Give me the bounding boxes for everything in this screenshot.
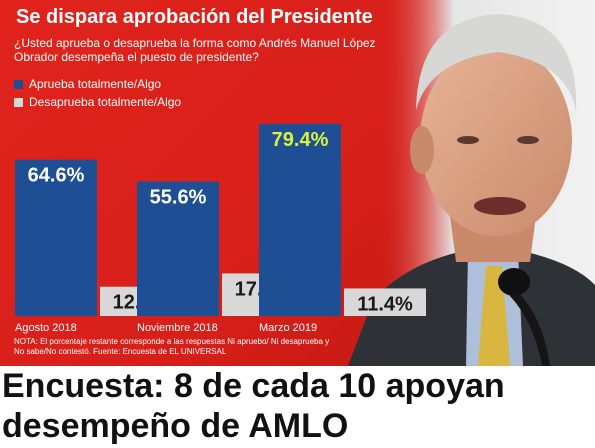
legend-label-approve: Aprueba totalmente/Algo xyxy=(29,77,162,91)
legend-item-approve: Aprueba totalmente/Algo xyxy=(14,77,161,91)
legend-swatch-disapprove xyxy=(14,97,23,107)
data-label-approve: 64.6% xyxy=(28,165,85,187)
chart-note: NOTA: El porcentaje restante corresponde… xyxy=(14,337,330,356)
legend-label-disapprove: Desaprueba totalmente/Algo xyxy=(29,95,182,109)
legend-swatch-approve xyxy=(14,79,23,89)
poll-graphic: Se dispara aprobación del Presidente ¿Us… xyxy=(0,0,595,366)
legend-item-disapprove: Desaprueba totalmente/Algo xyxy=(14,95,181,109)
chart-title: Se dispara aprobación del Presidente xyxy=(16,6,373,28)
bar-approve xyxy=(137,181,219,316)
bar-approve xyxy=(15,159,97,316)
speaker-photo xyxy=(348,0,595,366)
chart-question: ¿Usted aprueba o desaprueba la forma com… xyxy=(14,36,376,64)
bar-disapprove xyxy=(344,288,426,316)
data-label-approve: 79.4% xyxy=(272,129,329,151)
category-label: Noviembre 2018 xyxy=(137,322,218,334)
category-label: Marzo 2019 xyxy=(259,322,317,334)
headline: Encuesta: 8 de cada 10 apoyan desempeño … xyxy=(2,367,505,445)
bar-chart: 64.6%12.1%Agosto 201855.6%17.6%Noviembre… xyxy=(15,123,426,334)
data-label-approve: 55.6% xyxy=(150,186,207,208)
bar-approve xyxy=(259,123,341,317)
data-label-disapprove: 11.4% xyxy=(357,293,413,315)
category-label: Agosto 2018 xyxy=(15,322,77,334)
